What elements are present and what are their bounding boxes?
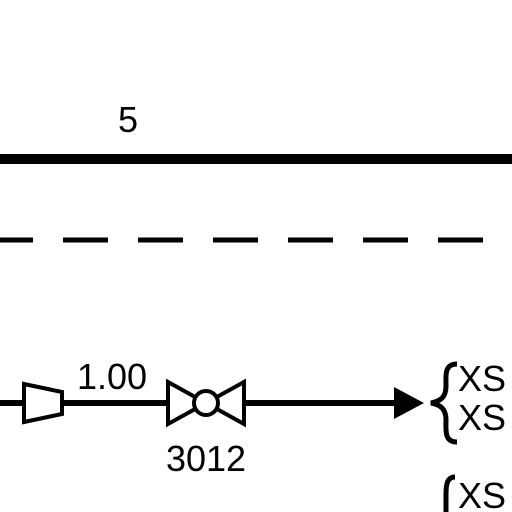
offpage-label-3: XS — [458, 475, 506, 512]
lower-brace-icon — [443, 474, 456, 512]
brace-icon — [430, 361, 458, 445]
offpage-label-2: XS — [458, 397, 506, 438]
reducer-icon — [22, 381, 64, 425]
offpage-label-1: XS — [458, 358, 506, 399]
flow-arrow-icon — [394, 387, 424, 419]
valve-tag-label: 3012 — [166, 438, 246, 479]
ball-valve-icon — [166, 378, 246, 428]
pipe-size-label: 1.00 — [77, 356, 147, 397]
line-number-label: 5 — [118, 99, 138, 140]
